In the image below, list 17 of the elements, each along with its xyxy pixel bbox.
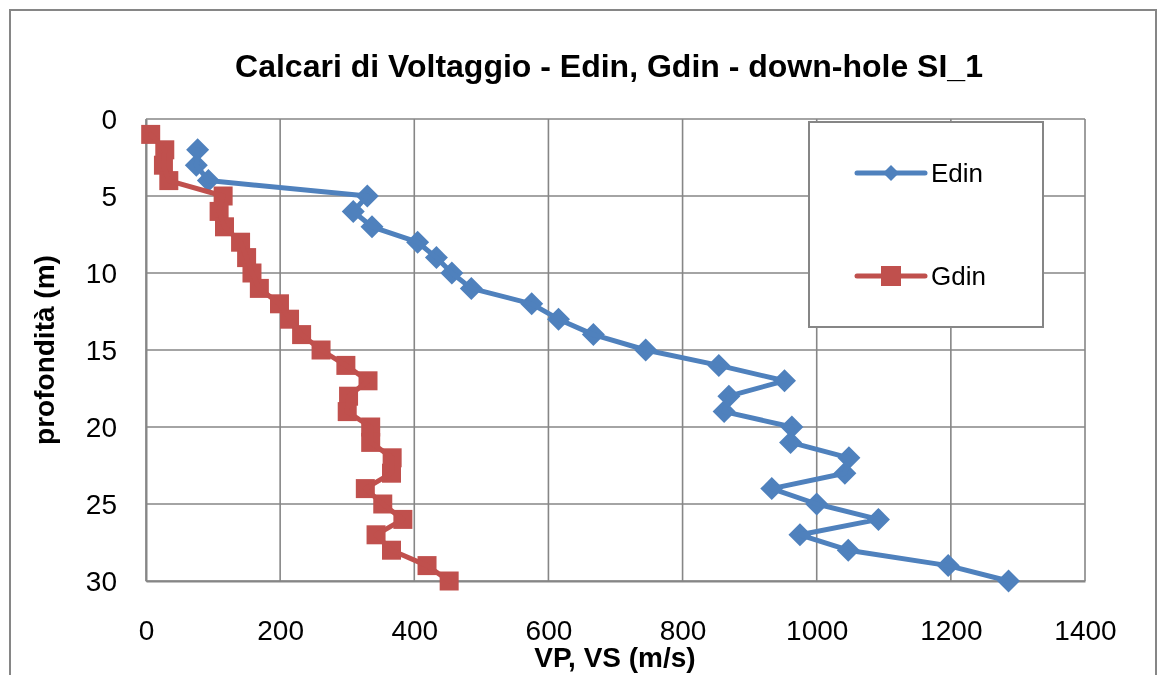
y-tick-label: 25 bbox=[85, 489, 117, 521]
legend-label: Edin bbox=[931, 158, 984, 189]
y-axis-title: profondità (m) bbox=[28, 255, 60, 445]
y-tick-label: 30 bbox=[85, 566, 117, 598]
x-tick-label: 200 bbox=[257, 614, 304, 646]
y-tick-label: 15 bbox=[85, 335, 117, 367]
x-tick-label: 400 bbox=[391, 614, 439, 646]
y-tick-label: 20 bbox=[85, 412, 117, 444]
y-tick-label: 5 bbox=[101, 181, 117, 213]
y-tick-label: 10 bbox=[85, 258, 117, 290]
chart-title: Calcari di Voltaggio - Edin, Gdin - down-hole SI_1 bbox=[235, 48, 983, 84]
legend-label: Gdin bbox=[931, 261, 986, 292]
y-tick-label: 0 bbox=[101, 104, 117, 136]
x-tick-label: 1200 bbox=[920, 614, 983, 646]
x-tick-label: 0 bbox=[138, 614, 155, 646]
x-tick-label: 1400 bbox=[1054, 614, 1117, 646]
x-tick-label: 1000 bbox=[786, 614, 849, 646]
